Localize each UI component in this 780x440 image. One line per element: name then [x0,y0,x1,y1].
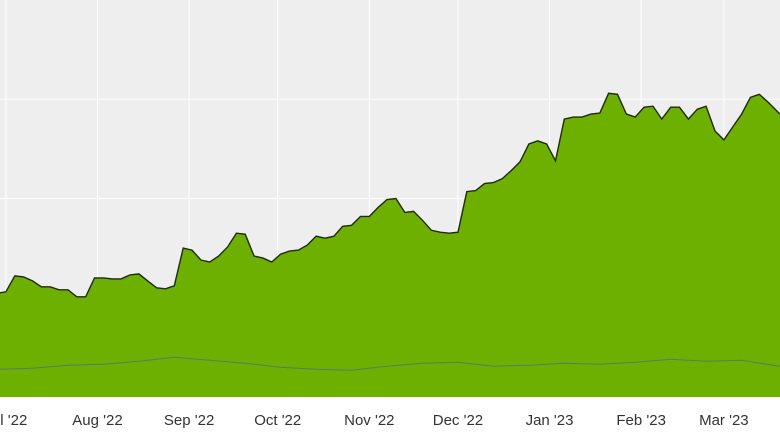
area-series-line [0,92,780,298]
x-tick-label: Mar '23 [699,412,749,429]
x-tick-label: Jul '22 [0,412,27,429]
x-tick-label: Dec '22 [433,412,483,429]
x-tick-label: Sep '22 [164,412,214,429]
secondary-series-line [0,356,780,371]
x-tick-label: Jan '23 [526,412,574,429]
area-series-fill [0,93,780,398]
x-tick-label: Feb '23 [616,412,666,429]
x-tick-label: Oct '22 [254,412,301,429]
x-axis-tick-labels: Jul '22 Aug '22 Sep '22 Oct '22 Nov '22 Dec '… [0,412,749,429]
x-tick-label: Aug '22 [72,412,122,429]
x-tick-label: Nov '22 [344,412,394,429]
